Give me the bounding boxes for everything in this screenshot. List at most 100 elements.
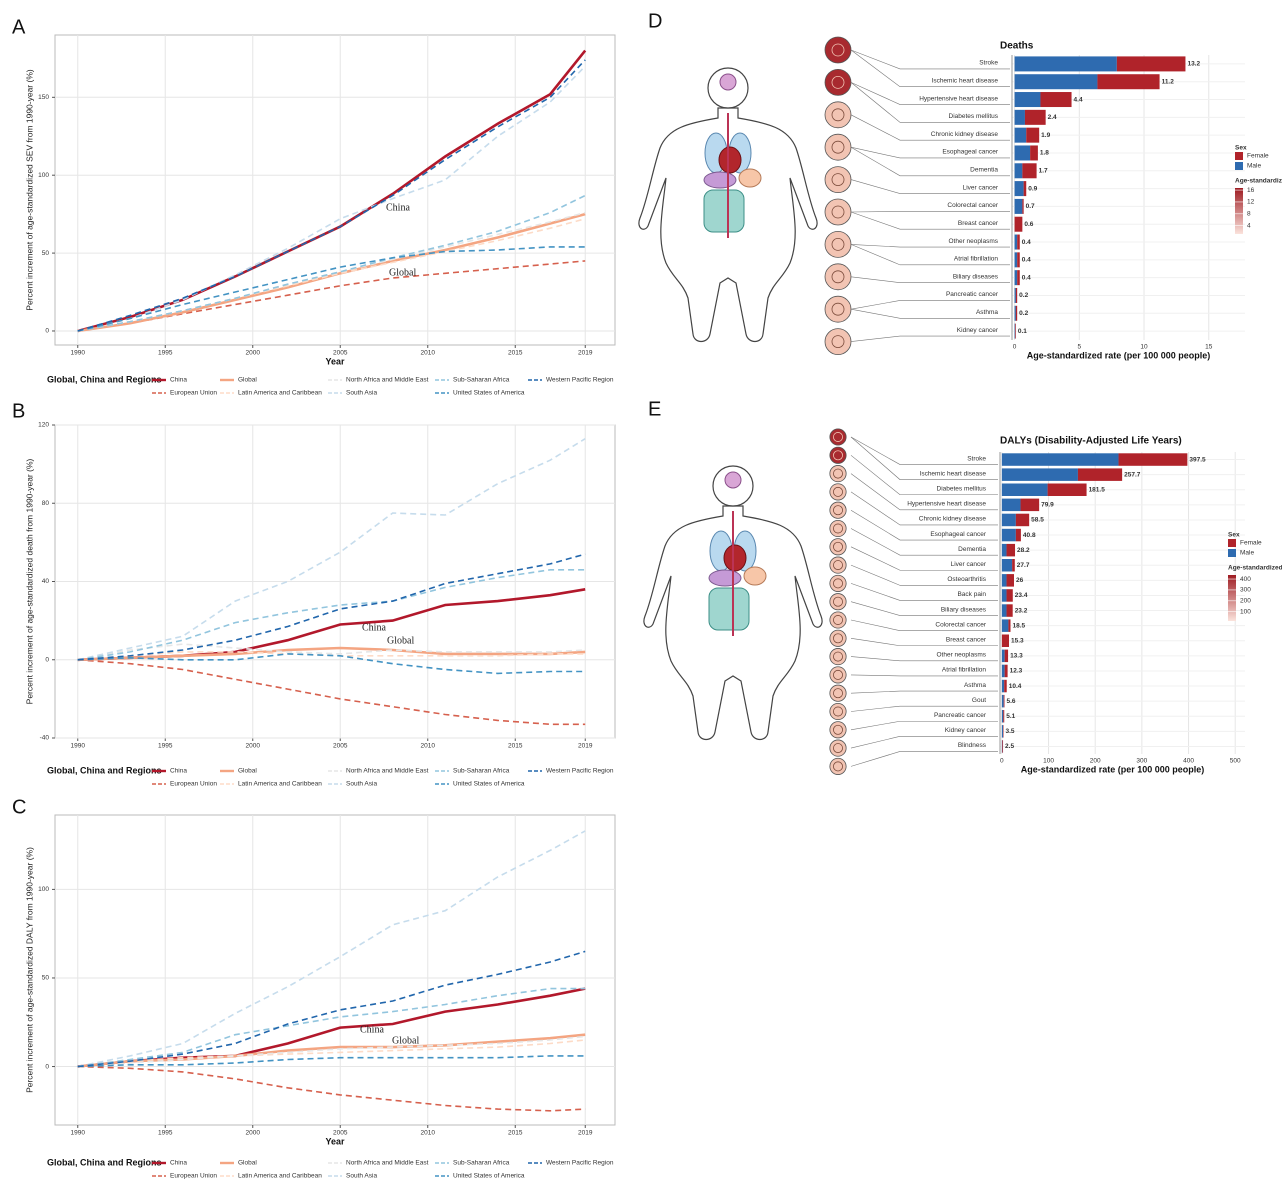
category-label: Kidney cancer <box>945 727 987 734</box>
legend-label: North Africa and Middle East <box>346 768 429 775</box>
bar-segment <box>1004 695 1005 708</box>
legend-label: Latin America and Caribbean <box>238 390 322 397</box>
bar-segment <box>1015 110 1025 125</box>
value-label: 4.4 <box>1074 96 1083 103</box>
bar-segment <box>1015 217 1023 232</box>
y-axis-title: Percent increment of age-standardized SE… <box>24 69 34 311</box>
value-label: 26 <box>1016 577 1024 584</box>
bar-segment <box>1007 574 1014 587</box>
legend-label: Latin America and Caribbean <box>238 1173 322 1180</box>
annotation: China <box>386 202 410 213</box>
organ-icon <box>830 722 846 738</box>
category-label: Breast cancer <box>946 636 987 643</box>
bar-segment <box>1004 680 1007 693</box>
y-tick-label: 150 <box>38 94 49 101</box>
bar-segment <box>1002 468 1078 481</box>
x-tick-label: 1995 <box>158 350 173 357</box>
organ-icon <box>825 264 851 290</box>
x-axis-title: Year <box>325 1136 345 1146</box>
legend-label: Western Pacific Region <box>546 768 614 775</box>
bar-segment <box>1002 665 1005 678</box>
heart <box>719 147 741 173</box>
organ-icon <box>830 758 846 774</box>
stomach <box>744 567 766 585</box>
body-figure <box>644 466 822 740</box>
x-tick-label: 2005 <box>333 743 348 750</box>
category-label: Hypertensive heart disease <box>907 501 986 508</box>
colorbar-tick-label: 200 <box>1240 598 1251 605</box>
bar-segment <box>1002 740 1003 753</box>
bar-segment <box>1002 574 1007 587</box>
legend-label: Male <box>1247 163 1261 170</box>
annotation: Global <box>392 1035 419 1046</box>
legend-title: Global, China and Regions <box>47 765 162 775</box>
category-label: Liver cancer <box>951 561 987 568</box>
page-body: A1990199520002005201020152019050100150Ch… <box>0 0 1282 1180</box>
organ-icon <box>830 520 846 536</box>
organ-icon <box>830 685 846 701</box>
value-label: 5.6 <box>1006 698 1015 705</box>
value-label: 1.8 <box>1040 150 1049 157</box>
bar-segment <box>1008 619 1010 632</box>
panel-label: D <box>648 10 662 32</box>
value-label: 12.3 <box>1010 668 1023 675</box>
bar-segment <box>1002 484 1048 497</box>
value-label: 23.2 <box>1015 607 1028 614</box>
value-label: 23.4 <box>1015 592 1028 599</box>
x-tick-label: 2015 <box>508 350 523 357</box>
y-tick-label: 50 <box>42 250 50 257</box>
plot-area <box>55 815 615 1125</box>
bar-segment <box>1002 559 1012 572</box>
legend-label: Global <box>238 377 257 384</box>
organ-icon <box>830 740 846 756</box>
legend-title: Global, China and Regions <box>47 1157 162 1167</box>
legend-label: South Asia <box>346 390 377 397</box>
bar-segment <box>1015 74 1098 89</box>
organ-icon <box>825 329 851 355</box>
bar-segment <box>1002 635 1009 648</box>
organ-icon <box>825 37 851 63</box>
legend-label: Sub-Saharan Africa <box>453 768 510 775</box>
bar-segment <box>1078 468 1122 481</box>
annotation: Global <box>387 635 414 646</box>
bar-segment <box>1025 110 1046 125</box>
connector <box>851 300 1010 309</box>
x-tick-label: 0 <box>1013 344 1017 351</box>
bar-segment <box>1002 499 1021 512</box>
value-label: 0.6 <box>1024 221 1033 228</box>
category-label: Atrial fibrillation <box>954 256 998 263</box>
y-tick-label: 100 <box>38 172 49 179</box>
legend-label: China <box>170 768 187 775</box>
legend-label: South Asia <box>346 1173 377 1180</box>
organ-icon <box>825 199 851 225</box>
y-tick-label: 40 <box>42 578 50 585</box>
bar-segment <box>1015 92 1041 107</box>
legend-label: Western Pacific Region <box>546 1160 614 1167</box>
value-label: 13.3 <box>1010 653 1023 660</box>
category-label: Stroke <box>967 455 986 462</box>
value-label: 0.9 <box>1028 185 1037 192</box>
stomach <box>739 169 761 187</box>
bar-segment <box>1016 306 1017 321</box>
value-label: 3.5 <box>1006 728 1015 735</box>
value-label: 1.7 <box>1039 168 1048 175</box>
organ-icon <box>830 484 846 500</box>
organ-icon <box>825 69 851 95</box>
colorbar-tick-label: 8 <box>1247 211 1251 218</box>
x-tick-label: 1990 <box>71 350 86 357</box>
bar-segment <box>1002 529 1016 542</box>
x-tick-label: 2015 <box>508 743 523 750</box>
panel-label: C <box>12 796 26 818</box>
category-label: Diabetes mellitus <box>949 113 999 120</box>
x-tick-label: 1995 <box>158 743 173 750</box>
organ-icon <box>830 703 846 719</box>
y-tick-label: 0 <box>45 656 49 663</box>
intestine <box>709 588 749 630</box>
bar-segment <box>1015 235 1018 250</box>
bar-segment <box>1024 181 1027 196</box>
y-tick-label: 0 <box>45 328 49 335</box>
x-axis-title: Year <box>325 356 345 366</box>
category-label: Kidney cancer <box>957 327 999 334</box>
connector <box>851 706 998 711</box>
organ-icon <box>830 630 846 646</box>
